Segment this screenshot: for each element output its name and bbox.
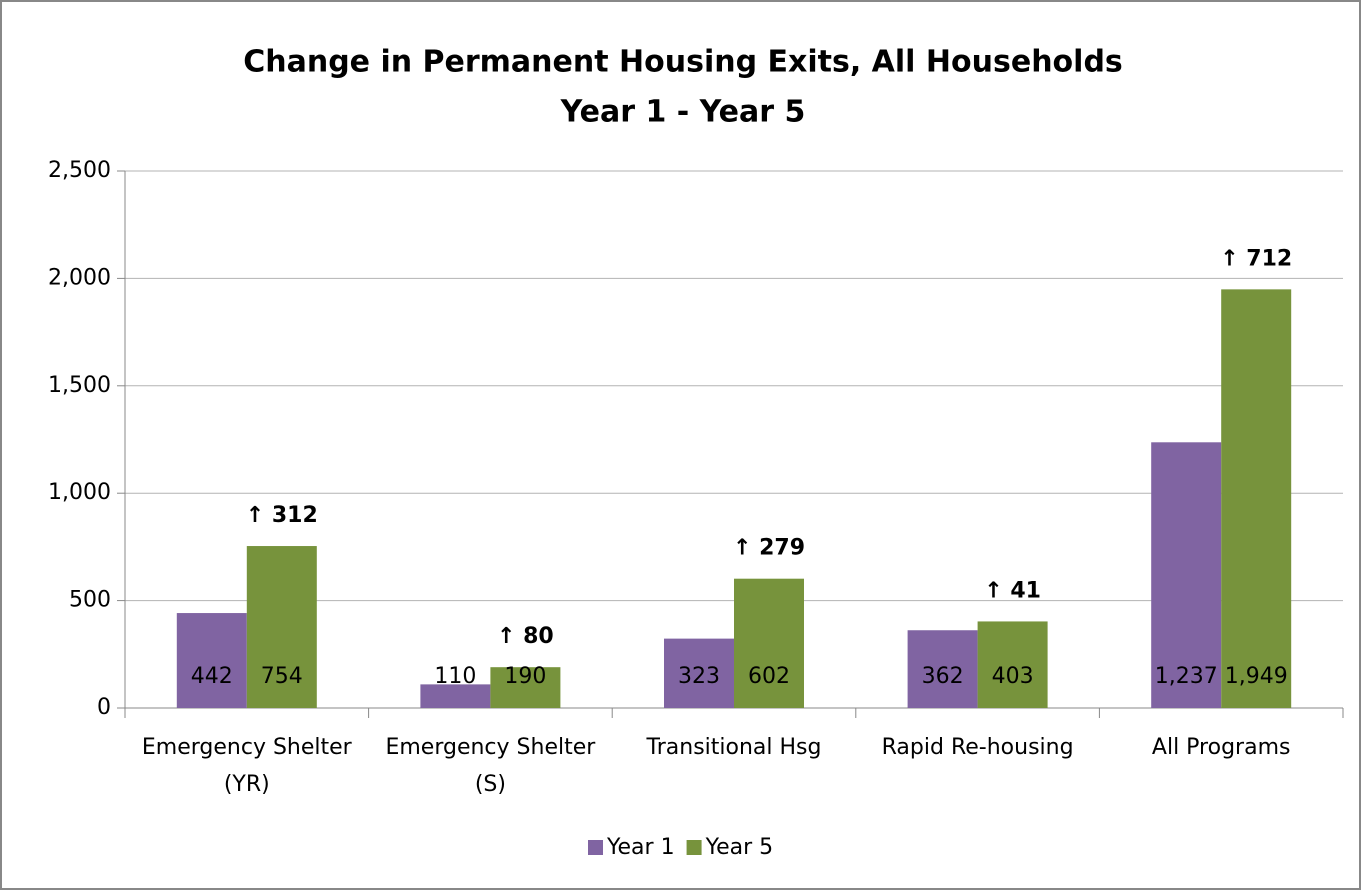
x-tick-label: All Programs xyxy=(1152,735,1291,760)
data-label: 190 xyxy=(504,664,546,689)
legend-swatch xyxy=(588,840,603,855)
chart-subtitle: Year 1 - Year 5 xyxy=(560,95,806,130)
bar xyxy=(420,684,491,708)
annotation ann: ↑ 712 xyxy=(1220,246,1292,271)
bar xyxy=(907,630,978,708)
data-label: 403 xyxy=(992,664,1034,689)
bar xyxy=(734,578,804,708)
data-label: 754 xyxy=(261,664,303,689)
data-label: 1,237 xyxy=(1155,664,1218,689)
bar xyxy=(490,667,561,708)
data-label: 110 xyxy=(434,664,476,689)
bar xyxy=(1151,442,1222,708)
legend-swatch xyxy=(686,840,702,855)
data-label: 442 xyxy=(191,664,233,689)
legend-label: Year 1 xyxy=(606,835,675,860)
y-tick-label: 1,000 xyxy=(48,480,111,505)
bar xyxy=(246,546,317,708)
data-label: 602 xyxy=(748,664,790,689)
data-label: 362 xyxy=(922,664,964,689)
y-tick-label: 2,500 xyxy=(48,158,111,183)
y-tick-label: 0 xyxy=(97,695,111,720)
legend-label: Year 5 xyxy=(705,835,774,860)
x-tick-label: Emergency Shelter (S) xyxy=(385,735,596,797)
bar xyxy=(176,613,247,708)
bar xyxy=(1221,289,1292,708)
annotation ann: ↑ 41 xyxy=(984,578,1041,603)
y-tick-label: 1,500 xyxy=(48,373,111,398)
y-tick-label: 2,000 xyxy=(48,265,111,290)
bar xyxy=(977,621,1048,708)
annotation ann: ↑ 279 xyxy=(733,536,805,561)
bar xyxy=(664,638,734,708)
x-tick-label: Emergency Shelter (YR) xyxy=(142,735,353,797)
annotation ann: ↑ 80 xyxy=(497,624,554,649)
y-tick-label: 500 xyxy=(69,588,111,613)
x-tick-label: Transitional Hsg xyxy=(646,735,822,760)
data-label: 1,949 xyxy=(1225,664,1288,689)
x-tick-label: Rapid Re-housing xyxy=(882,735,1074,760)
chart-title: Change in Permanent Housing Exits, All H… xyxy=(243,45,1123,80)
annotation ann: ↑ 312 xyxy=(246,503,318,528)
data-label: 323 xyxy=(678,664,720,689)
